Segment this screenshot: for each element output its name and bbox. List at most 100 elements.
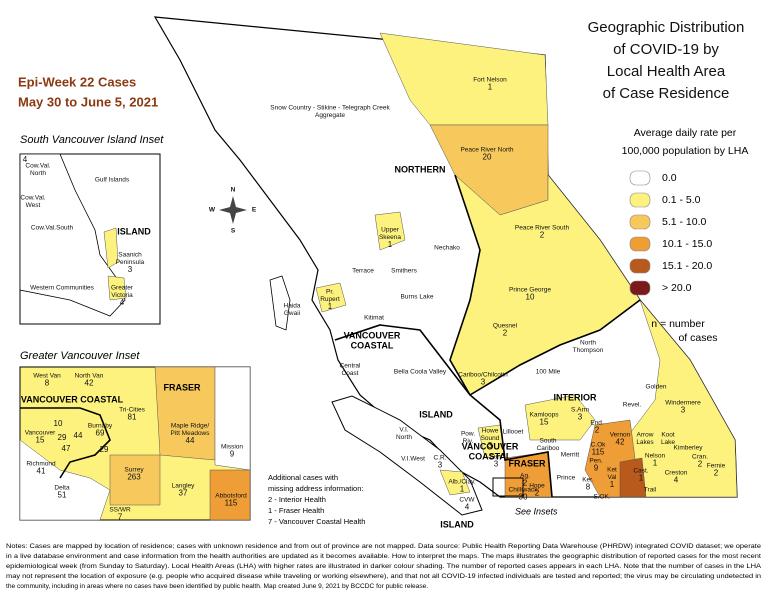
map-label: End. — [590, 420, 604, 427]
case-count: 1 — [328, 302, 333, 311]
map-label: Nelson — [645, 453, 666, 460]
map-label: Prince — [557, 475, 576, 482]
case-count: 44 — [186, 436, 195, 445]
inset-label: Maple Ridge/ — [171, 423, 209, 430]
map-label: Cariboo — [537, 445, 560, 452]
map-label: Trail — [644, 487, 657, 494]
map-label: C.Ok — [591, 442, 607, 449]
map-label: Lake — [661, 439, 675, 446]
case-count: 10 — [526, 293, 535, 302]
map-label: Pow. — [461, 431, 475, 438]
map-label: Burns Lake — [401, 294, 434, 301]
case-count: 2 — [595, 426, 600, 435]
case-count: 30 — [519, 493, 528, 502]
case-count: 7 — [118, 513, 123, 522]
greater-vancouver-inset: Greater Vancouver Inset — [19, 350, 251, 521]
map-label: Riv. — [463, 438, 474, 445]
case-count: 15 — [36, 436, 45, 445]
map-label: Hope — [529, 483, 545, 490]
map-label: Golden — [646, 384, 667, 391]
map-label: Cran. — [692, 454, 708, 461]
legend-swatch — [629, 280, 651, 296]
region-prince-rupert — [315, 282, 347, 313]
map-label: Arrow — [637, 432, 654, 439]
authority-label: ISLAND — [419, 409, 453, 419]
inset-label: Burnaby — [88, 423, 113, 430]
south-island-inset: South Vancouver Island Inset — [19, 134, 164, 325]
map-label: Cariboo/Chilcotin — [458, 372, 508, 379]
legend-swatch — [629, 192, 651, 208]
region-abbotsford — [209, 469, 251, 521]
case-count: 2 — [503, 329, 508, 338]
map-label: Alb./Clay. — [448, 479, 476, 486]
map-label: Terrace — [352, 268, 374, 275]
legend-label: 0.0 — [662, 172, 677, 184]
region-saanich — [103, 227, 119, 269]
title-line: of Case Residence — [603, 85, 730, 102]
legend-label: 10.1 - 15.0 — [662, 238, 712, 250]
case-count: 42 — [616, 438, 625, 447]
authority-label: VANCOUVER COASTAL — [21, 394, 124, 404]
case-count: 4 — [120, 298, 125, 307]
map-label: 100 Mile — [536, 369, 561, 376]
case-count: 1 — [639, 474, 644, 483]
compass-n: N — [231, 187, 236, 194]
case-count: 3 — [494, 460, 499, 469]
case-count: 2 — [535, 489, 540, 498]
map-label: Pr. — [326, 289, 334, 296]
water — [19, 439, 111, 521]
additional-cases: Additional cases with — [268, 473, 338, 482]
legend-note: n = number — [651, 318, 705, 330]
inset-label: Greater — [111, 285, 134, 292]
map-label: North — [580, 340, 596, 347]
authority-label: ISLAND — [117, 226, 151, 236]
main-map — [153, 16, 738, 516]
inset-label: Saanich — [118, 252, 142, 259]
legend-swatch — [629, 170, 651, 186]
case-count: 3 — [578, 413, 583, 422]
compass-star — [219, 196, 247, 224]
inset-label: West Van — [33, 373, 61, 380]
map-label: Koot — [661, 432, 675, 439]
inset-label: Victoria — [111, 292, 133, 299]
inset-label: Richmond — [26, 461, 56, 468]
authority-label: ISLAND — [440, 519, 474, 529]
inset-label: Surrey — [124, 467, 144, 474]
additional-cases: missing address information: — [268, 484, 363, 493]
map-label: Smithers — [391, 268, 417, 275]
see-insets: See Insets — [515, 506, 558, 516]
case-count: 10 — [54, 419, 63, 428]
map-label: S.Arm — [571, 407, 589, 414]
case-count: 44 — [74, 431, 83, 440]
map-label: Lillooet — [503, 429, 524, 436]
inset-label: SS/WR — [109, 507, 131, 514]
map-label: Ker. — [582, 477, 594, 484]
map-label: Ag. — [520, 473, 530, 480]
map-label: Creston — [665, 470, 688, 477]
case-count: 4 — [674, 476, 679, 485]
case-count: 47 — [62, 444, 71, 453]
map-label: Quesnel — [493, 323, 518, 330]
inset-label: Gulf Islands — [95, 177, 130, 184]
note-line: epidemiological week (from Sunday to Sat… — [6, 563, 762, 570]
case-count: 42 — [85, 379, 94, 388]
additional-cases: 7 - Vancouver Coastal Health — [268, 517, 365, 526]
inset-label: North — [30, 170, 46, 177]
compass-e: E — [252, 207, 257, 214]
map-label: Central — [340, 363, 362, 370]
title-line: Geographic Distribution — [588, 19, 745, 36]
case-count: 4 — [23, 155, 28, 164]
case-count: 15 — [540, 418, 549, 427]
case-count: 9 — [594, 464, 599, 473]
note-line: the community, including in areas where … — [6, 583, 428, 590]
map-label: Peace River North — [460, 147, 513, 154]
map-label: Chilliwack — [509, 487, 539, 494]
case-count: 115 — [225, 499, 238, 508]
map-label: Revel. — [623, 402, 642, 409]
map-label: Kitimat — [364, 315, 384, 322]
case-count: 2 — [714, 469, 719, 478]
map-label: Thompson — [573, 347, 604, 354]
legend-label: > 20.0 — [662, 282, 692, 294]
